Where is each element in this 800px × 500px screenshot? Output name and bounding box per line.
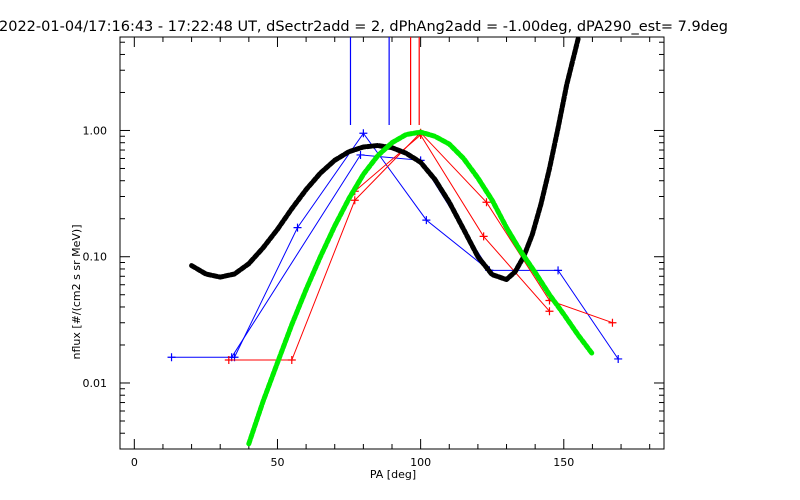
chart-title: 2022-01-04/17:16:43 - 17:22:48 UT, dSect… xyxy=(0,19,728,35)
x-axis-label: PA [deg] xyxy=(370,468,416,481)
data-point xyxy=(608,318,617,327)
data-point xyxy=(287,356,296,365)
plot-frame xyxy=(119,36,665,450)
data-point xyxy=(359,129,368,138)
series-4 xyxy=(189,37,581,282)
series-line xyxy=(228,131,613,361)
data-point xyxy=(293,223,302,232)
x-tick-label: 100 xyxy=(410,456,431,469)
data-point xyxy=(614,354,623,363)
series-5 xyxy=(246,129,595,447)
data-point xyxy=(422,216,431,225)
data-point xyxy=(479,232,488,241)
fit-curve xyxy=(246,129,595,447)
data-point xyxy=(167,353,176,362)
x-axis-ticks: 0 50 100 150 xyxy=(131,37,651,469)
y-tick-label: 0.01 xyxy=(83,377,108,390)
x-tick-label: 50 xyxy=(270,456,284,469)
y-axis-ticks: 0.01 0.10 1.00 xyxy=(83,41,664,450)
plot-border xyxy=(119,36,665,450)
series-line xyxy=(231,154,490,358)
series-3 xyxy=(350,131,554,316)
series-0 xyxy=(167,129,623,363)
data-point xyxy=(224,356,233,365)
y-tick-label: 0.10 xyxy=(83,251,108,264)
data-point xyxy=(545,307,554,316)
data-point xyxy=(554,266,563,275)
series-layer xyxy=(167,37,623,447)
x-tick-label: 150 xyxy=(553,456,574,469)
fit-curve xyxy=(189,37,581,282)
vertical-markers xyxy=(349,37,420,125)
x-tick-label: 0 xyxy=(131,456,138,469)
y-axis-label: nflux [#/(cm2 s sr MeV)] xyxy=(70,225,83,360)
data-point xyxy=(356,150,365,159)
data-point xyxy=(350,196,359,205)
y-tick-label: 1.00 xyxy=(83,124,108,137)
data-point xyxy=(482,198,491,207)
